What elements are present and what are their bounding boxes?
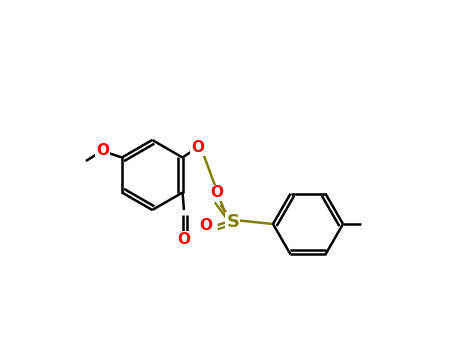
Text: O: O: [96, 143, 109, 158]
Text: O: O: [211, 186, 223, 200]
Text: O: O: [200, 218, 212, 232]
Text: O: O: [191, 140, 204, 155]
Text: O: O: [177, 232, 191, 246]
Text: S: S: [226, 213, 239, 231]
